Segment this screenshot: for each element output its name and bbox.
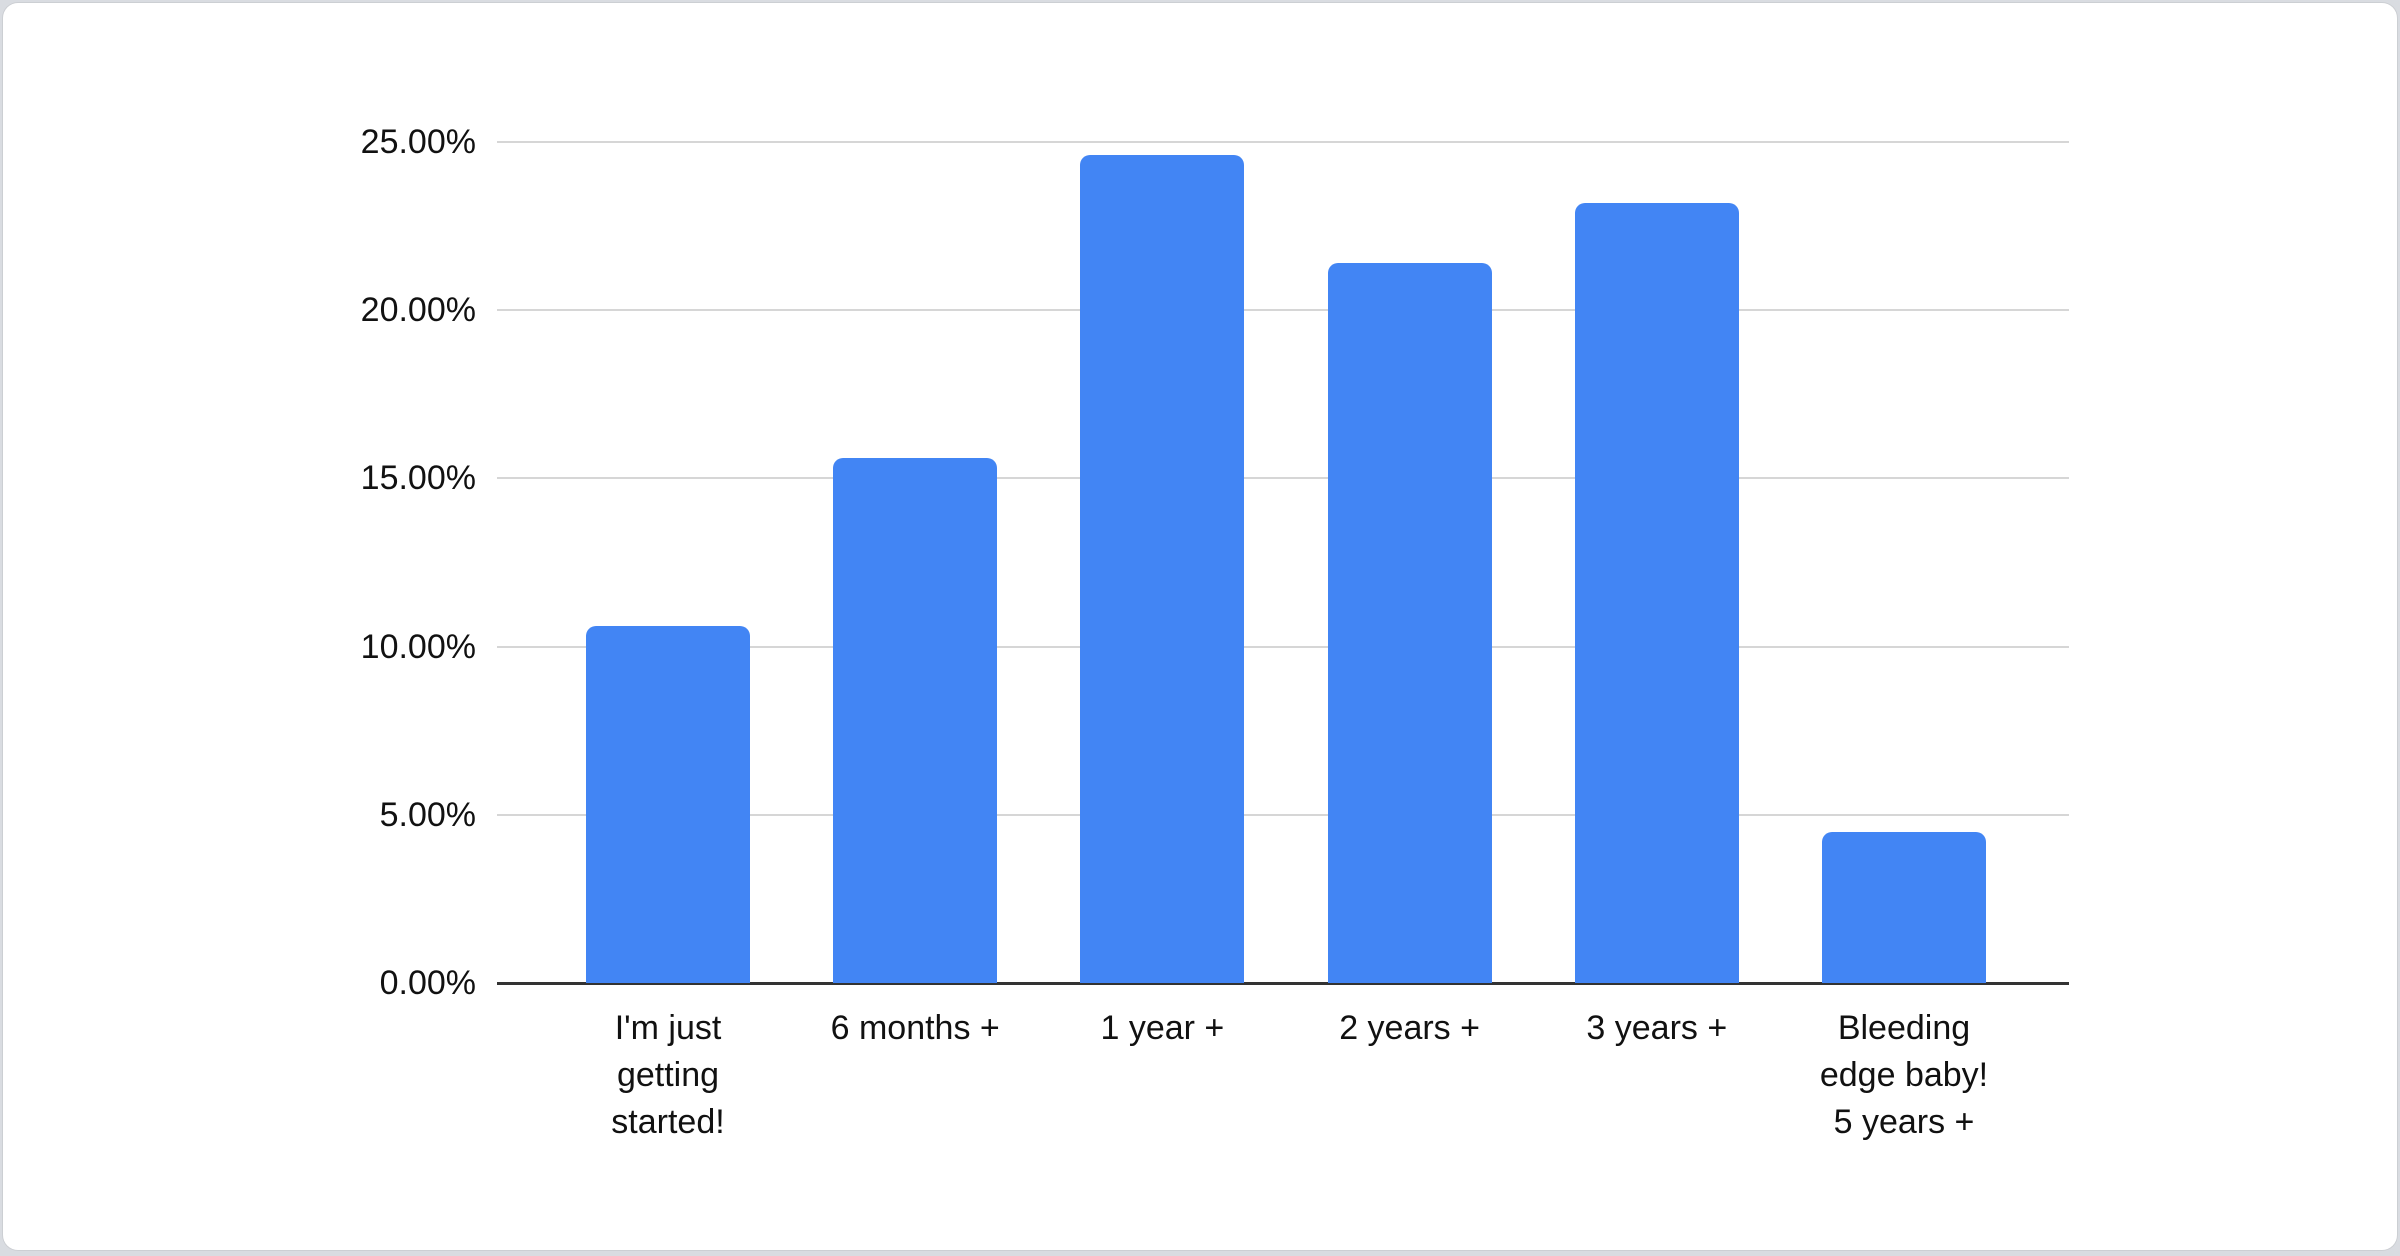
gridline-10 xyxy=(497,645,2069,648)
y-axis-tick-label: 5.00% xyxy=(379,795,476,834)
x-axis-label-3-years: 3 years + xyxy=(1586,1009,1728,1047)
gridline-5 xyxy=(497,813,2069,816)
bar-1-year[interactable] xyxy=(1080,155,1245,983)
chart-card: 25.00% 20.00% 15.00% 10.00% 5.00% 0.00% I'm ju… xyxy=(3,3,2397,1250)
bar-bleeding-edge-baby-5-years[interactable] xyxy=(1822,831,1986,983)
y-axis-tick-label: 15.00% xyxy=(360,459,476,498)
bar-3-years[interactable] xyxy=(1574,202,1739,983)
x-axis-label-1-year: 1 year + xyxy=(1100,1009,1225,1047)
gridline-20 xyxy=(497,309,2069,312)
y-axis-tick-label: 10.00% xyxy=(360,627,476,666)
x-axis-label-i-m-just-getting-started: I'm just getting started! xyxy=(611,1009,725,1141)
bar-6-months[interactable] xyxy=(833,458,998,983)
y-axis-tick-label: 0.00% xyxy=(379,964,476,1002)
bar-2-years[interactable] xyxy=(1327,263,1492,983)
x-axis-line xyxy=(497,982,2069,985)
bar-i-m-just-getting-started[interactable] xyxy=(586,626,750,983)
x-axis-label-6-months: 6 months + xyxy=(830,1009,1000,1047)
gridline-25 xyxy=(497,141,2069,143)
y-axis-tick-label: 20.00% xyxy=(360,291,476,330)
x-axis-label-bleeding-edge-baby-5-years: Bleeding edge baby! 5 years + xyxy=(1819,1009,1989,1141)
gridline-15 xyxy=(497,477,2069,480)
x-axis-label-2-years: 2 years + xyxy=(1339,1009,1480,1047)
y-axis-tick-label: 25.00% xyxy=(360,123,476,161)
